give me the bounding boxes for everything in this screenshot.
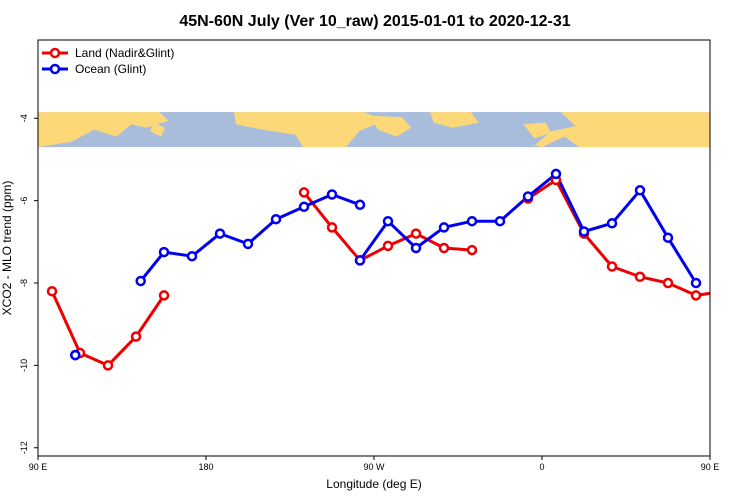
x-axis-label: Longitude (deg E) xyxy=(326,477,421,491)
y-tick-label: -6 xyxy=(19,197,29,205)
y-tick-label: -8 xyxy=(19,279,29,287)
data-point-ocean xyxy=(606,218,618,229)
data-point-land xyxy=(46,285,58,297)
legend: Land (Nadir&Glint) Ocean (Glint) xyxy=(42,46,174,76)
y-tick-label: -10 xyxy=(19,359,29,372)
x-axis-ticks: 90 E 180 90 W 0 90 E xyxy=(29,456,720,472)
data-point-ocean xyxy=(743,351,750,359)
map-land-eurasia-east xyxy=(534,112,710,148)
data-point-ocean xyxy=(270,213,282,225)
y-axis-label: XCO2 - MLO trend (ppm) xyxy=(0,181,14,316)
legend-label-land: Land (Nadir&Glint) xyxy=(75,46,174,60)
data-point-land xyxy=(158,290,170,301)
data-point-ocean xyxy=(354,199,366,211)
data-point-ocean xyxy=(326,189,338,200)
data-point-ocean xyxy=(135,275,146,287)
data-point-land xyxy=(130,331,142,342)
data-point-ocean xyxy=(743,351,750,359)
data-point-land xyxy=(690,290,702,301)
data-point-ocean xyxy=(298,201,310,213)
data-point-ocean xyxy=(158,246,170,258)
series-line-ocean xyxy=(139,193,361,282)
map-land-british-isles xyxy=(523,122,552,139)
chart-title: 45N-60N July (Ver 10_raw) 2015-01-01 to … xyxy=(179,13,570,30)
data-point-ocean xyxy=(634,185,646,196)
data-point-ocean xyxy=(214,228,226,239)
data-point-land xyxy=(634,271,646,283)
data-point-ocean xyxy=(578,226,590,237)
map-land-greenland xyxy=(430,112,479,128)
data-point-ocean xyxy=(186,250,198,262)
data-point-land xyxy=(326,222,338,233)
legend-label-ocean: Ocean (Glint) xyxy=(75,62,146,76)
series-line-land xyxy=(50,290,166,367)
map-land-asia-repeat xyxy=(710,112,750,147)
map-land-asia-west xyxy=(38,112,169,148)
data-point-ocean xyxy=(410,242,422,254)
data-point-land xyxy=(662,277,674,289)
y-tick-label: -12 xyxy=(19,441,29,454)
data-point-land xyxy=(606,261,618,272)
data-point-ocean xyxy=(438,222,450,233)
data-point-ocean xyxy=(550,168,562,180)
world-map-band xyxy=(38,112,750,148)
map-land-north-america xyxy=(234,112,384,148)
series-line-ocean xyxy=(358,172,698,284)
data-point-ocean xyxy=(382,215,394,227)
data-point-land xyxy=(466,244,478,256)
data-point-land xyxy=(410,228,422,239)
series-layer xyxy=(46,168,750,371)
map-land-hudson-region xyxy=(370,115,412,137)
data-point-ocean xyxy=(70,349,81,361)
legend-swatch-marker-land xyxy=(49,47,61,59)
data-point-ocean xyxy=(522,191,534,202)
x-tick-label: 90 W xyxy=(363,462,385,472)
map-land-asia-edge xyxy=(38,119,57,141)
map-land-kamchatka xyxy=(150,122,165,137)
data-point-land xyxy=(382,240,394,252)
x-tick-label: 180 xyxy=(198,462,213,472)
x-tick-label: 0 xyxy=(539,462,544,472)
data-point-ocean xyxy=(690,277,702,289)
plot-frame xyxy=(37,39,711,457)
y-axis-ticks: -4 -6 -8 -10 -12 xyxy=(19,114,38,454)
data-point-ocean xyxy=(662,232,674,243)
data-point-ocean xyxy=(466,215,478,227)
data-point-ocean xyxy=(494,215,506,227)
y-tick-label: -4 xyxy=(19,114,29,122)
data-point-land xyxy=(720,287,728,295)
data-point-land xyxy=(102,360,114,371)
x-tick-label: 90 E xyxy=(701,462,720,472)
data-point-land xyxy=(438,242,450,254)
data-point-ocean xyxy=(242,238,254,250)
data-point-ocean xyxy=(354,255,366,266)
legend-swatch-marker-ocean xyxy=(49,63,61,75)
x-tick-label: 90 E xyxy=(29,462,48,472)
data-point-land xyxy=(298,187,310,198)
